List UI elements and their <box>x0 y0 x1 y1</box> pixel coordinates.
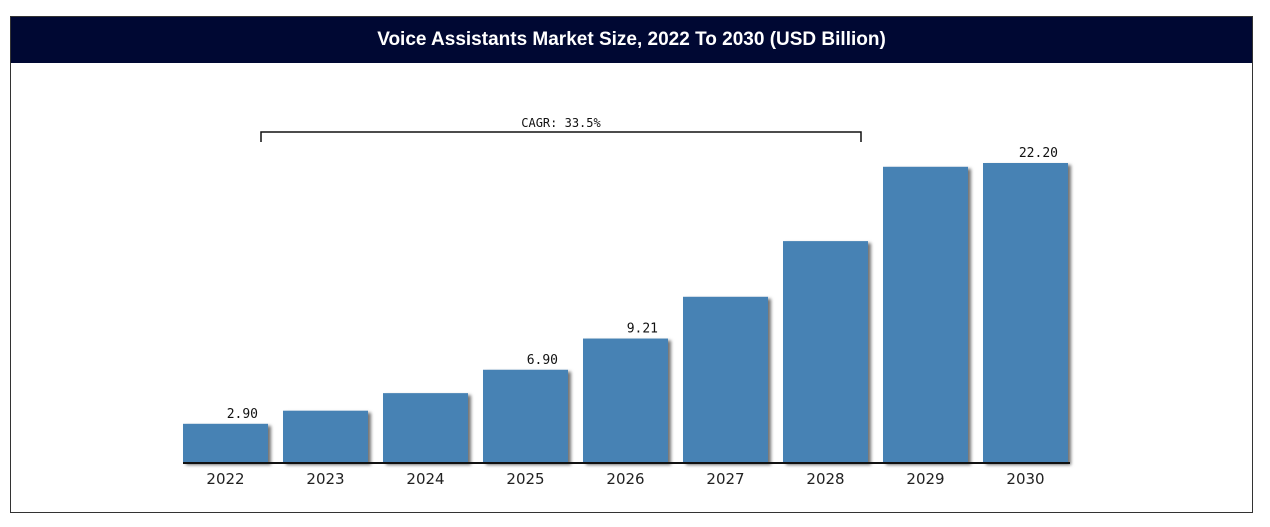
x-tick-2026: 2026 <box>606 470 644 488</box>
bars-group <box>183 163 1068 463</box>
x-tick-labels: 2022 2023 2024 2025 2026 2027 2028 2029 2030 <box>206 470 1044 488</box>
x-tick-2027: 2027 <box>706 470 744 488</box>
x-tick-2024: 2024 <box>406 470 444 488</box>
bar-2023 <box>283 410 368 463</box>
x-tick-2023: 2023 <box>306 470 344 488</box>
data-label-2026: 9.21 <box>627 322 658 337</box>
bar-2028 <box>783 241 868 463</box>
data-label-2022: 2.90 <box>227 407 258 422</box>
x-tick-2029: 2029 <box>906 470 944 488</box>
x-tick-2022: 2022 <box>206 470 244 488</box>
bar-2027 <box>683 296 768 463</box>
bar-2030 <box>983 163 1068 463</box>
data-labels: 2.90 6.90 9.21 22.20 <box>227 146 1058 422</box>
cagr-annotation: CAGR: 33.5% <box>260 116 862 142</box>
data-label-2030: 22.20 <box>1019 146 1058 161</box>
x-tick-2025: 2025 <box>506 470 544 488</box>
chart-title: Voice Assistants Market Size, 2022 To 20… <box>11 17 1252 63</box>
x-tick-2028: 2028 <box>806 470 844 488</box>
cagr-label: CAGR: 33.5% <box>521 116 601 130</box>
bar-2024 <box>383 393 468 463</box>
data-label-2025: 6.90 <box>527 353 558 368</box>
bar-2025 <box>483 369 568 463</box>
bar-2022 <box>183 423 268 463</box>
x-tick-2030: 2030 <box>1006 470 1044 488</box>
bar-2026 <box>583 338 668 463</box>
bar-2029 <box>883 166 968 463</box>
cagr-bracket <box>260 131 862 142</box>
